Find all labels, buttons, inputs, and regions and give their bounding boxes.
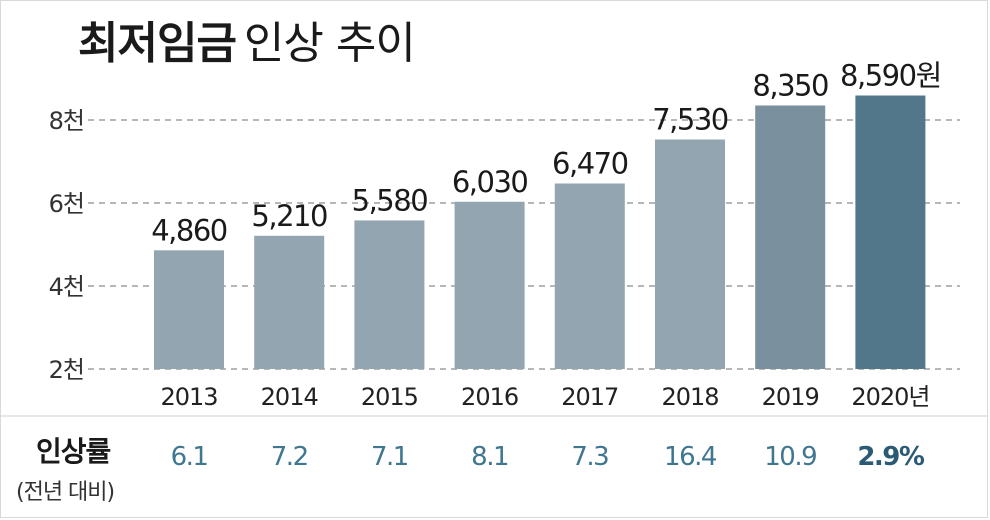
bar: [454, 201, 525, 369]
y-tick-label: 6천: [49, 190, 84, 218]
x-tick-label: 2014: [261, 383, 318, 411]
rate-value: 10.9: [764, 442, 816, 472]
x-tick-label: 2013: [160, 383, 217, 411]
rate-value: 7.3: [571, 442, 608, 472]
bar-value-label: 8,590원: [840, 59, 941, 93]
x-tick-label: 2018: [661, 383, 718, 411]
chart-title: 최저임금 인상 추이: [78, 14, 416, 74]
x-tick-label: 2015: [361, 383, 418, 411]
bar-value-label: 5,210: [251, 199, 327, 233]
rate-value: 8.1: [471, 442, 508, 472]
bar: [655, 139, 725, 369]
bar: [855, 95, 926, 369]
bar-value-label: 6,030: [452, 165, 528, 199]
bar: [354, 220, 425, 369]
bar: [254, 235, 325, 369]
bar-value-label: 8,350: [752, 68, 828, 102]
rate-row-label: 인상률: [36, 435, 111, 468]
bar: [154, 250, 224, 369]
rate-value: 2.9%: [857, 442, 925, 472]
y-tick-label: 4천: [49, 273, 84, 301]
rate-value: 7.1: [371, 442, 408, 472]
rate-row-sublabel: (전년 대비): [16, 480, 115, 505]
bar-value-label: 6,470: [552, 146, 628, 180]
x-tick-label: 2019: [762, 383, 819, 411]
x-tick-label: 2017: [561, 383, 618, 411]
rate-value: 16.4: [664, 442, 717, 472]
bar: [554, 183, 625, 369]
y-tick-label: 2천: [49, 356, 84, 384]
bar-value-label: 7,530: [652, 103, 728, 137]
x-tick-label: 2020년: [851, 383, 929, 411]
bar: [755, 105, 826, 369]
rate-value: 7.2: [271, 442, 308, 472]
y-tick-label: 8천: [49, 107, 84, 135]
x-tick-label: 2016: [461, 383, 518, 411]
chart-title-regular: 인상 추이: [243, 18, 416, 69]
chart-title-bold: 최저임금: [78, 18, 237, 69]
bar-value-label: 4,860: [151, 213, 227, 247]
bar-value-label: 5,580: [352, 183, 428, 217]
rate-value: 6.1: [171, 442, 208, 472]
